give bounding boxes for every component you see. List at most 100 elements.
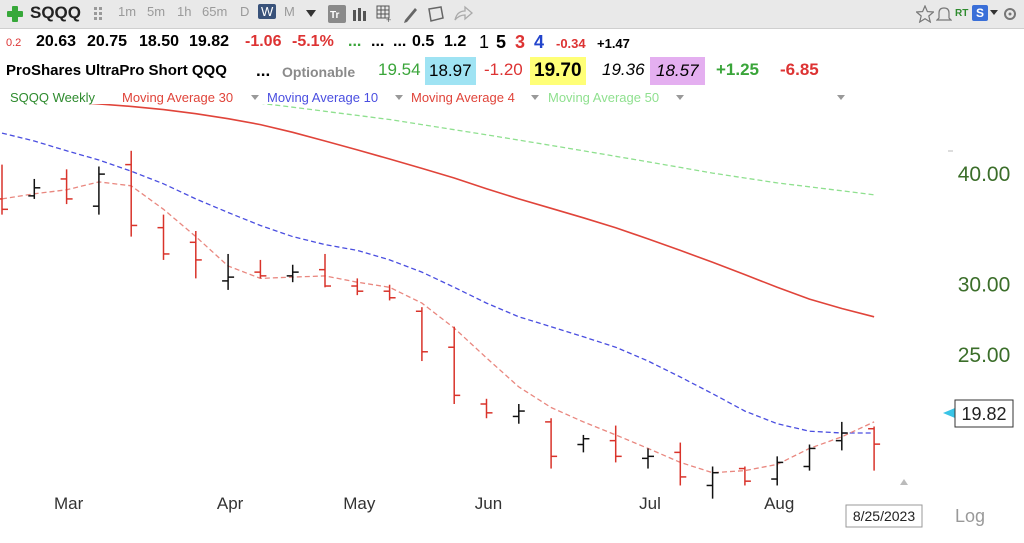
settings-icon[interactable] — [1002, 6, 1018, 22]
moving-average-lines — [1, 104, 875, 474]
quote-row: 0.2 20.63 20.75 18.50 19.82 -1.06 -5.1% … — [0, 32, 1024, 56]
x-month-label: Mar — [54, 494, 84, 513]
ohlc-bar — [254, 259, 267, 279]
toolbar: SQQQ 1m 5m 1h 65m D W M Tr + RT S — [0, 0, 1024, 29]
ohlc-bar — [125, 150, 138, 237]
timeframe-65m[interactable]: 65m — [202, 4, 228, 19]
scroll-up-icon[interactable] — [900, 479, 908, 485]
info-p8: -6.85 — [780, 60, 819, 79]
optionable-label: Optionable — [282, 64, 356, 80]
dots-3: ... — [393, 33, 407, 50]
legend-dropdown-icon[interactable] — [531, 95, 539, 101]
timeframe-1h[interactable]: 1h — [177, 4, 192, 19]
x-month-label: May — [343, 494, 376, 513]
x-month-label: Jul — [639, 494, 661, 513]
timeframe-5m[interactable]: 5m — [147, 4, 166, 19]
ohlc-bar — [383, 284, 396, 301]
ohlc-bar — [706, 466, 719, 499]
ohlc-bar — [480, 398, 493, 419]
info-p5: 19.36 — [602, 60, 645, 79]
legend-sqqq-weekly[interactable]: SQQQ Weekly — [10, 90, 96, 105]
timeframe-m[interactable]: M — [284, 4, 295, 19]
count-4: 4 — [534, 32, 545, 52]
ohlc-bar — [609, 425, 622, 463]
alert-bell-icon[interactable] — [936, 6, 952, 22]
info-p7: +1.25 — [716, 60, 760, 79]
bars-icon[interactable] — [352, 6, 368, 22]
legend-dropdown-icon[interactable] — [837, 95, 845, 101]
ohlc-bar — [0, 164, 8, 215]
legend-ma4[interactable]: Moving Average 4 — [411, 90, 515, 105]
ohlc-bar — [92, 166, 105, 215]
ohlc-bar — [835, 421, 848, 451]
s-dropdown-icon[interactable] — [990, 10, 998, 16]
timeframe-w[interactable]: W — [258, 4, 277, 19]
date-label: 8/25/2023 — [853, 508, 915, 524]
high-value: 20.75 — [87, 33, 128, 50]
grid-handle-icon[interactable] — [94, 7, 106, 21]
ohlc-bar — [157, 214, 170, 260]
share-icon[interactable] — [453, 5, 473, 23]
svg-text:+: + — [386, 15, 391, 23]
legend-ma30[interactable]: Moving Average 30 — [122, 90, 234, 105]
note-icon[interactable] — [427, 6, 445, 22]
ohlc-bar — [189, 230, 202, 279]
legend-dropdown-icon[interactable] — [676, 95, 684, 101]
date-box — [845, 504, 923, 528]
ma-line-moving-average-10 — [1, 132, 875, 434]
info-row: ProShares UltraPro Short QQQ ... Optiona… — [0, 57, 1024, 85]
ohlc-bar — [319, 253, 331, 288]
symbol-label[interactable]: SQQQ — [30, 3, 82, 22]
ohlc-bar — [415, 307, 428, 362]
svg-text:Tr: Tr — [330, 10, 340, 21]
value-pos147: +1.47 — [597, 36, 630, 51]
change-small: 0.2 — [6, 37, 22, 49]
info-p6: 18.57 — [650, 57, 705, 85]
close-value: 19.82 — [189, 33, 230, 50]
timeframe-1m[interactable]: 1m — [118, 4, 137, 19]
company-name: ProShares UltraPro Short QQQ — [6, 62, 227, 79]
x-month-label: Apr — [217, 494, 244, 513]
value-05: 0.5 — [412, 33, 435, 50]
ohlc-bar — [642, 448, 654, 469]
ohlc-bar — [674, 442, 687, 486]
legend-ma10[interactable]: Moving Average 10 — [267, 90, 379, 105]
x-axis: Mar Apr May Jun Jul Aug — [54, 494, 794, 513]
text-tool-icon[interactable]: Tr — [328, 5, 346, 23]
low-value: 18.50 — [139, 33, 180, 50]
add-symbol-icon[interactable] — [6, 5, 24, 23]
pencil-icon[interactable] — [402, 5, 418, 23]
ohlc-bar — [577, 434, 590, 453]
timeframe-d[interactable]: D — [240, 4, 250, 19]
info-p3: -1.20 — [484, 60, 523, 79]
dropdown-arrow-icon[interactable] — [306, 10, 316, 18]
log-toggle[interactable]: Log — [955, 506, 985, 526]
legend-dropdown-icon[interactable] — [395, 95, 403, 101]
ohlc-bar — [60, 169, 73, 205]
ohlc-bar — [771, 456, 784, 486]
legend-dropdown-icon[interactable] — [251, 95, 259, 101]
grid-add-icon[interactable]: + — [376, 5, 394, 23]
legend-ma50[interactable]: Moving Average 50 — [548, 90, 660, 105]
x-month-label: Jun — [475, 494, 502, 513]
ohlc-bars — [0, 150, 881, 499]
open-value: 20.63 — [36, 33, 77, 50]
ohlc-bar — [448, 326, 461, 405]
ma-line-moving-average-50 — [261, 104, 875, 196]
realtime-badge[interactable]: RT — [955, 8, 969, 19]
ohlc-bar — [28, 178, 41, 199]
info-p1: 19.54 — [378, 60, 421, 79]
count-5: 5 — [496, 32, 507, 52]
dots-1: ... — [348, 33, 362, 50]
value-12: 1.2 — [444, 33, 467, 50]
x-month-label: Aug — [764, 494, 794, 513]
s-badge[interactable]: S — [972, 5, 988, 21]
star-icon[interactable] — [916, 5, 934, 23]
ohlc-bar — [222, 253, 235, 290]
y-tick-label: 30.00 — [958, 274, 1011, 297]
info-p2: 18.97 — [425, 57, 476, 85]
info-dots: ... — [256, 61, 271, 80]
value-neg034: -0.34 — [556, 36, 586, 51]
ohlc-bar — [738, 466, 751, 486]
